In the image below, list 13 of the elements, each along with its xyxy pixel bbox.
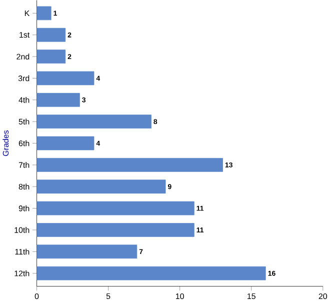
bar	[36, 93, 80, 107]
bar	[36, 201, 194, 216]
bar	[36, 50, 66, 64]
bar	[36, 266, 266, 280]
bar	[36, 180, 166, 194]
bar	[36, 158, 223, 172]
bar	[36, 223, 194, 237]
bar	[36, 136, 94, 150]
bar	[36, 244, 138, 259]
bar	[36, 28, 66, 42]
bar	[36, 114, 152, 129]
bar	[36, 71, 94, 86]
bar	[36, 6, 52, 20]
